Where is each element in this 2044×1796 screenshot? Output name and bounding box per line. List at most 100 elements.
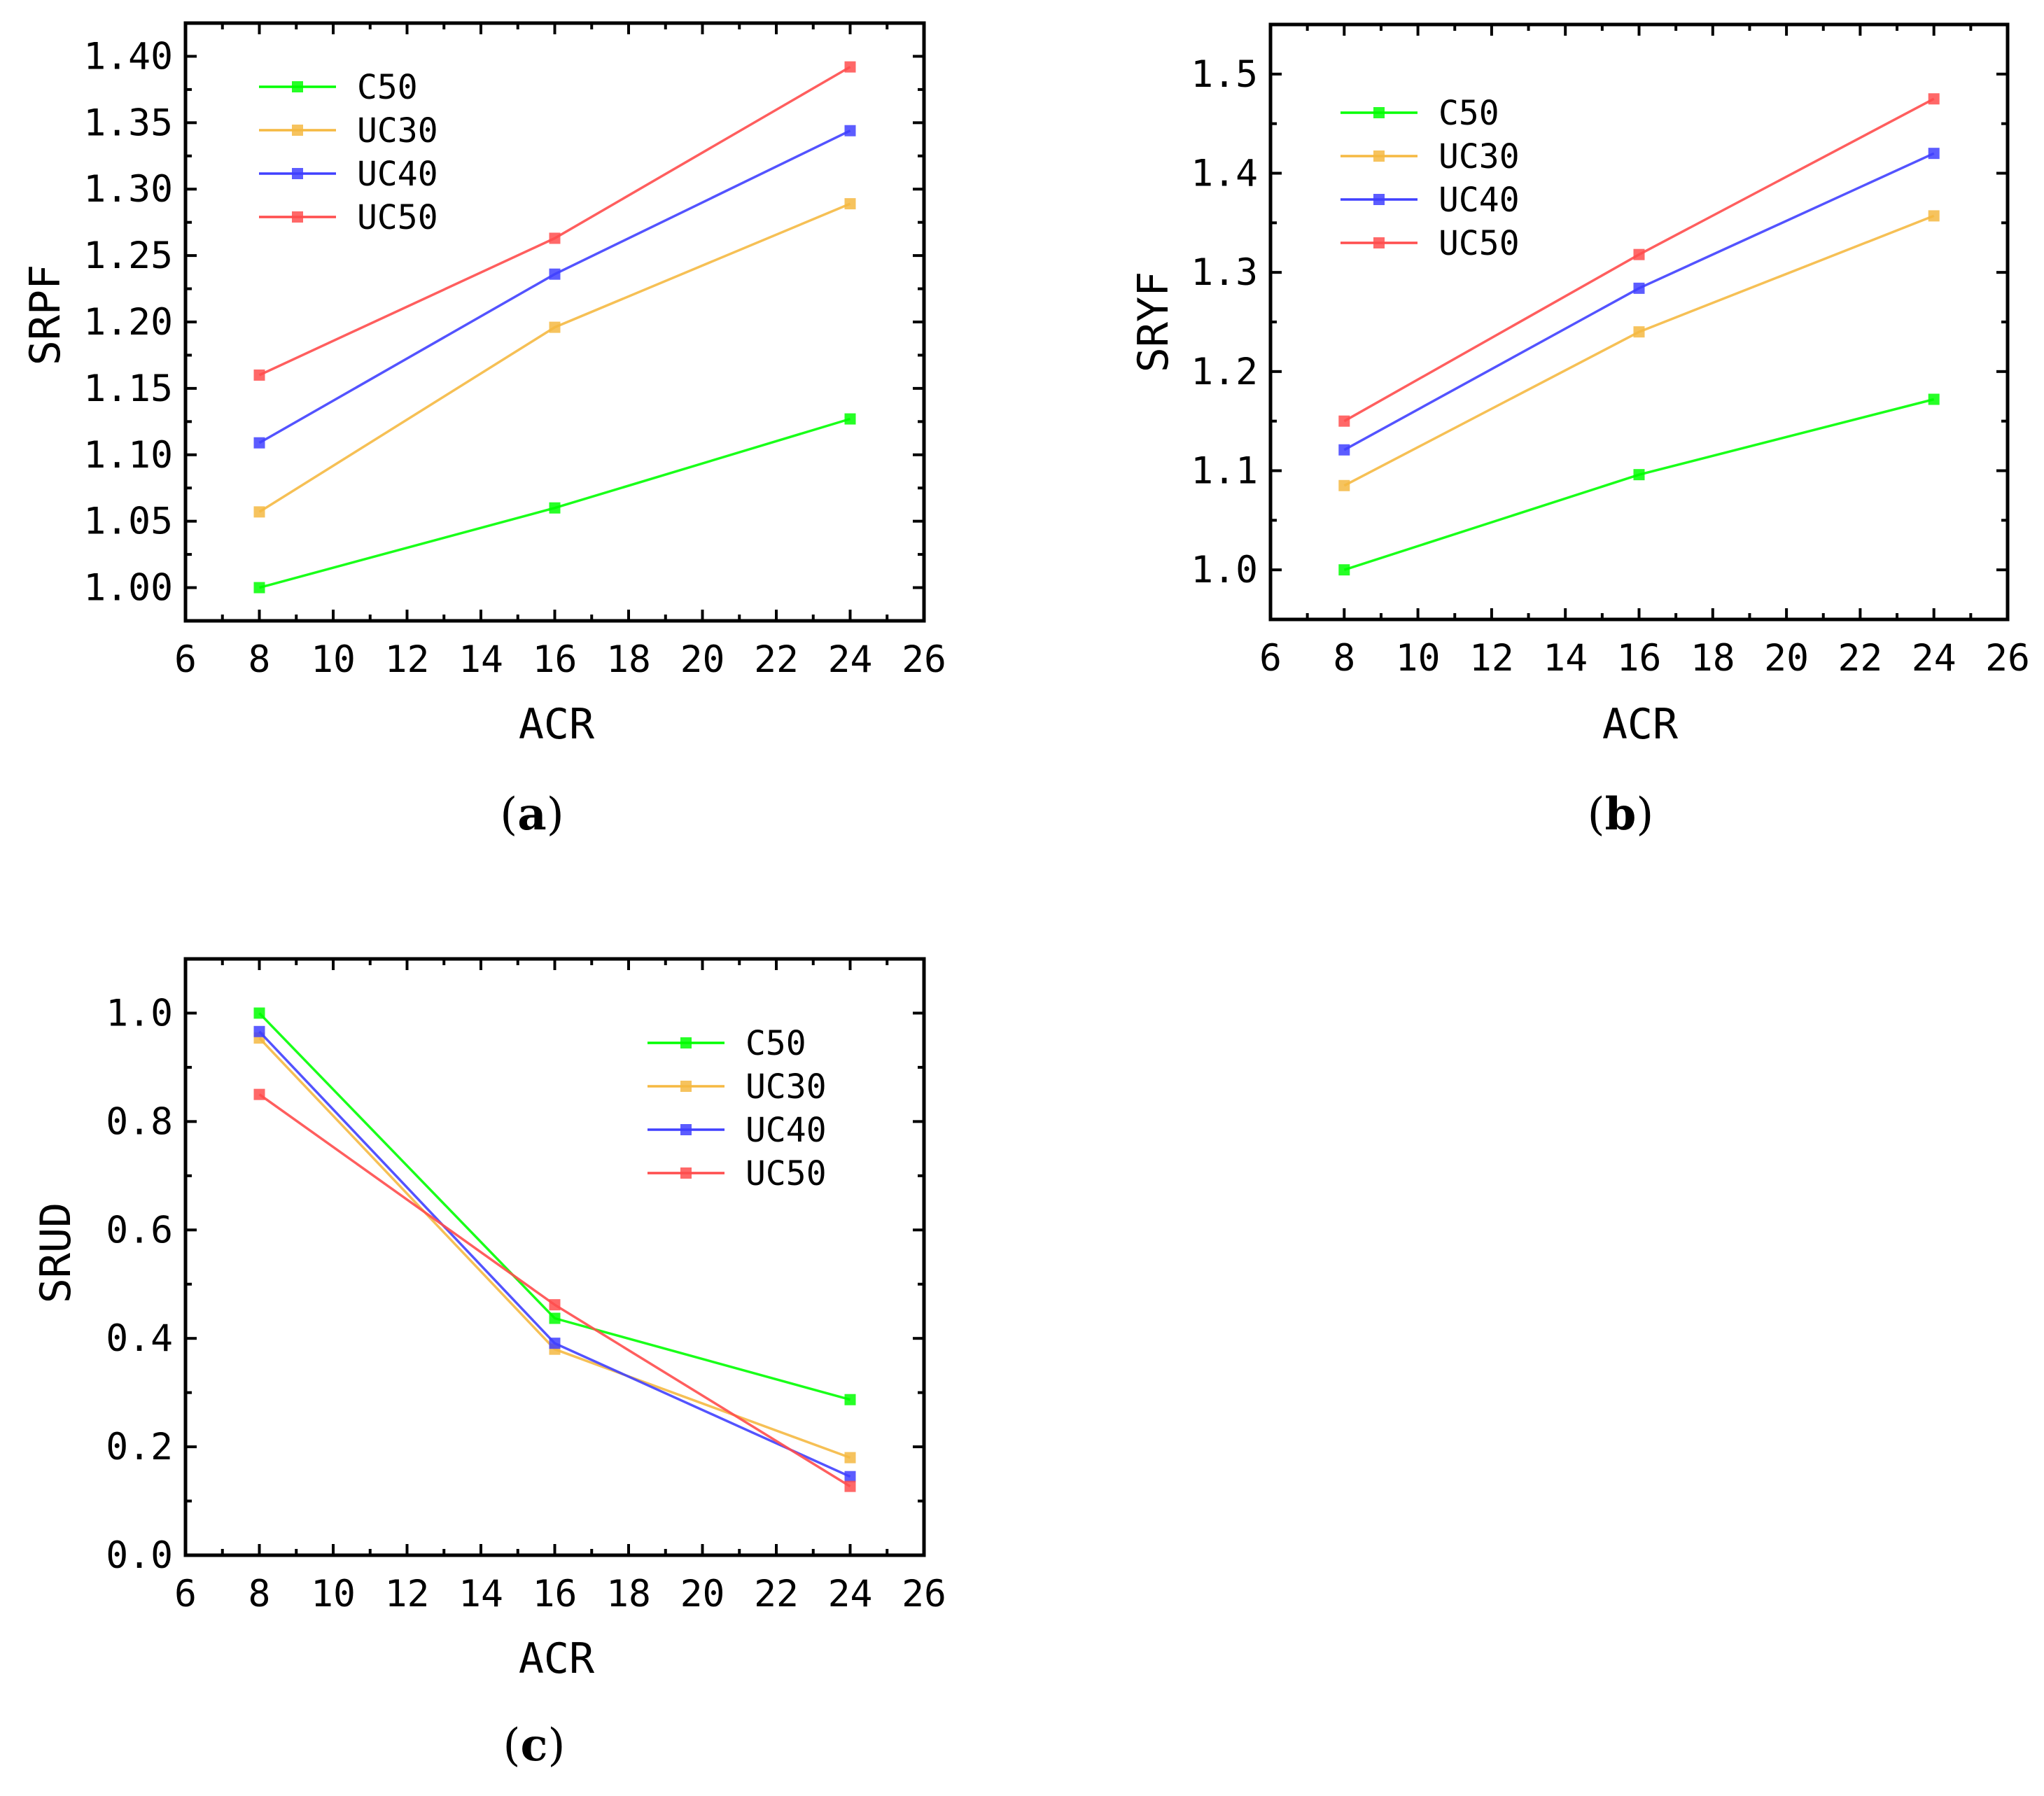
x-tick-label: 16 xyxy=(1617,637,1662,680)
data-point-uc30 xyxy=(1928,210,1940,222)
data-point-uc40 xyxy=(1338,444,1350,456)
x-tick-label: 18 xyxy=(606,638,651,681)
x-tick-label: 20 xyxy=(680,1573,725,1615)
x-tick-label: 20 xyxy=(1764,637,1809,680)
legend-label-uc50: UC50 xyxy=(357,198,438,237)
y-tick-label: 1.4 xyxy=(1191,153,1258,195)
data-point-uc50 xyxy=(253,1088,265,1100)
y-tick-label: 0.8 xyxy=(106,1100,173,1143)
data-point-uc30 xyxy=(549,321,561,333)
legend: C50 UC30 UC40 UC50 xyxy=(1340,94,1520,263)
x-tick-label: 8 xyxy=(248,638,271,681)
legend-marker-uc40 xyxy=(680,1124,692,1135)
x-tick-label: 6 xyxy=(174,638,197,681)
y-tick-label: 1.30 xyxy=(83,168,173,211)
x-tick-label: 10 xyxy=(311,1573,356,1615)
x-tick-label: 12 xyxy=(385,1573,430,1615)
data-point-uc50 xyxy=(549,1299,561,1311)
data-point-c50 xyxy=(549,1312,561,1324)
data-point-uc40 xyxy=(844,125,856,136)
y-tick-label: 1.3 xyxy=(1191,251,1258,294)
data-point-c50 xyxy=(1338,564,1350,576)
legend-marker-c50 xyxy=(1373,107,1385,118)
legend-marker-uc50 xyxy=(292,211,303,223)
x-tick-label: 6 xyxy=(1259,637,1282,680)
data-point-uc50 xyxy=(1338,415,1350,427)
data-point-uc50 xyxy=(253,369,265,381)
legend-marker-uc30 xyxy=(292,125,303,136)
data-point-uc50 xyxy=(844,1480,856,1492)
legend-marker-uc40 xyxy=(1373,194,1385,205)
legend-label-uc30: UC30 xyxy=(357,111,438,150)
series-marks xyxy=(253,61,856,594)
plot-area: 6 8 10 12 14 16 18 20 22 24 26 1.00 1.05 1.10 1.15 1.20… xyxy=(83,21,946,681)
data-point-c50 xyxy=(1633,469,1645,481)
x-tick-label: 6 xyxy=(174,1573,197,1615)
x-axis-title: ACR xyxy=(1602,700,1679,749)
x-tick-label: 12 xyxy=(385,638,430,681)
legend: C50 UC30 UC40 UC50 xyxy=(648,1024,827,1193)
y-tick-label: 0.6 xyxy=(106,1209,173,1251)
data-point-c50 xyxy=(1928,393,1940,405)
legend-label-uc50: UC50 xyxy=(1438,224,1520,263)
data-point-uc50 xyxy=(1633,248,1645,260)
data-point-uc50 xyxy=(844,61,856,73)
plot-area: 6 8 10 12 14 16 18 20 22 24 26 0.0 0.2 0.4 0.6 0.8 1.0 xyxy=(106,957,946,1615)
data-point-c50 xyxy=(844,413,856,425)
legend-marker-c50 xyxy=(680,1037,692,1048)
legend-label-uc50: UC50 xyxy=(746,1154,827,1193)
data-point-uc50 xyxy=(1928,93,1940,105)
x-tick-label: 22 xyxy=(1837,637,1882,680)
legend-label-c50: C50 xyxy=(746,1024,806,1063)
y-tick-label: 1.5 xyxy=(1191,53,1258,96)
y-tick-label: 1.20 xyxy=(83,301,173,344)
legend-label-uc40: UC40 xyxy=(1438,181,1520,220)
panel-letter: b xyxy=(1605,788,1637,841)
y-tick-label: 1.40 xyxy=(83,35,173,78)
x-tick-label: 22 xyxy=(754,638,799,681)
legend-marker-uc50 xyxy=(1373,237,1385,248)
x-axis-title: ACR xyxy=(519,1634,595,1683)
legend-label-c50: C50 xyxy=(1438,94,1499,133)
legend-label-uc40: UC40 xyxy=(746,1111,827,1150)
y-tick-label: 1.25 xyxy=(83,234,173,277)
x-tick-label: 18 xyxy=(606,1573,651,1615)
y-tick-label: 1.0 xyxy=(106,992,173,1034)
y-tick-label: 1.0 xyxy=(1191,549,1258,591)
x-tick-label: 14 xyxy=(458,638,503,681)
legend-marker-c50 xyxy=(292,81,303,92)
y-tick-label: 1.35 xyxy=(83,101,173,144)
data-point-c50 xyxy=(253,582,265,594)
chart-panel-c: 6 8 10 12 14 16 18 20 22 24 26 0.0 0.2 0.4 0.6 0.8 1.0 C… xyxy=(31,957,946,1772)
panel-letter: c xyxy=(521,1719,548,1772)
chart-panel-a: 6 8 10 12 14 16 18 20 22 24 26 1.00 1.05 1.10 1.15 1.20… xyxy=(21,21,946,841)
data-point-uc30 xyxy=(844,1452,856,1464)
legend-marker-uc30 xyxy=(1373,150,1385,162)
x-tick-label: 16 xyxy=(533,1573,578,1615)
y-axis-title: SRUD xyxy=(31,1202,80,1304)
panel-label: (c) xyxy=(503,1719,566,1772)
x-tick-label: 24 xyxy=(1912,637,1956,680)
data-point-uc40 xyxy=(1928,148,1940,160)
data-point-uc40 xyxy=(549,268,561,280)
legend-marker-uc40 xyxy=(292,168,303,179)
y-tick-label: 0.0 xyxy=(106,1534,173,1577)
x-tick-label: 10 xyxy=(1396,637,1441,680)
x-tick-label: 26 xyxy=(902,1573,946,1615)
legend-marker-uc30 xyxy=(680,1081,692,1092)
data-point-uc40 xyxy=(1633,282,1645,294)
plot-area: 6 8 10 12 14 16 18 20 22 24 26 1.0 1.1 1.2 1.3 1.4 1.5 xyxy=(1191,22,2030,680)
x-tick-label: 8 xyxy=(248,1573,271,1615)
series-marks xyxy=(1338,93,1940,576)
chart-panel-b: 6 8 10 12 14 16 18 20 22 24 26 1.0 1.1 1.2 1.3 1.4 1.5 C… xyxy=(1129,22,2030,841)
x-tick-label: 10 xyxy=(311,638,356,681)
y-tick-label: 0.4 xyxy=(106,1317,173,1360)
legend-label-c50: C50 xyxy=(357,68,418,107)
data-point-uc30 xyxy=(253,506,265,518)
legend-label-uc30: UC30 xyxy=(1438,137,1520,176)
x-tick-label: 22 xyxy=(754,1573,799,1615)
data-point-uc30 xyxy=(844,198,856,210)
x-tick-label: 8 xyxy=(1333,637,1355,680)
